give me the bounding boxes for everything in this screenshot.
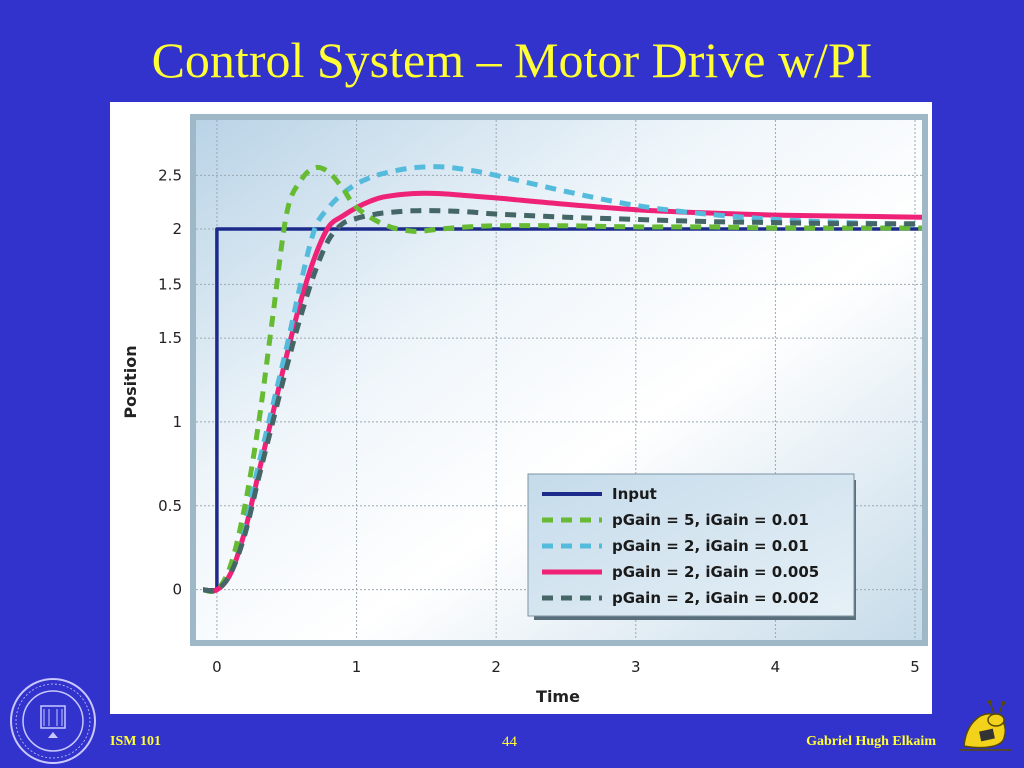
legend-label: pGain = 2, iGain = 0.005 xyxy=(612,563,819,581)
y-axis-title: Position xyxy=(121,345,140,418)
footer-author: Gabriel Hugh Elkaim xyxy=(806,734,936,749)
legend-label: Input xyxy=(612,485,657,503)
x-tick-label: 3 xyxy=(631,658,641,676)
x-tick-label: 4 xyxy=(771,658,781,676)
series-pgain5-igain001 xyxy=(202,164,922,595)
y-tick-label: 2.5 xyxy=(158,166,182,184)
y-tick-label: 1.5 xyxy=(158,329,182,347)
page-number: 44 xyxy=(502,734,517,750)
y-tick-label: 2 xyxy=(172,220,182,238)
legend-item-pgain2-igain0002: pGain = 2, iGain = 0.002 xyxy=(542,589,819,607)
x-tick-label: 1 xyxy=(352,658,362,676)
series-pgain2-igain001 xyxy=(202,164,923,594)
x-axis-title: Time xyxy=(536,687,580,706)
series-lines xyxy=(202,164,923,595)
legend-item-pgain2-igain0005: pGain = 2, iGain = 0.005 xyxy=(542,563,819,581)
banana-slug-mascot-icon xyxy=(960,700,1012,751)
y-tick-label: 0.5 xyxy=(158,497,182,515)
x-tick-label: 0 xyxy=(212,658,222,676)
legend-label: pGain = 2, iGain = 0.002 xyxy=(612,589,819,607)
y-tick-label: 0 xyxy=(172,581,182,599)
legend-item-pgain2-igain001: pGain = 2, iGain = 0.01 xyxy=(542,537,809,555)
x-tick-label: 5 xyxy=(910,658,920,676)
legend-label: pGain = 2, iGain = 0.01 xyxy=(612,537,809,555)
axis-ticks: 0 1 2 3 4 5 0 0.5 1 1.5 1.5 2 2.5 xyxy=(158,166,920,676)
legend-item-input: Input xyxy=(542,485,657,503)
legend: Input pGain = 5, iGain = 0.01 pGain = 2, i… xyxy=(527,473,856,620)
university-seal-icon xyxy=(10,678,96,764)
legend-item-pgain5-igain001: pGain = 5, iGain = 0.01 xyxy=(542,511,809,529)
y-tick-label: 1.5 xyxy=(158,275,182,293)
position-chart: 0 1 2 3 4 5 0 0.5 1 1.5 1.5 2 2.5 Time Position Inpu… xyxy=(121,114,928,706)
x-tick-label: 2 xyxy=(491,658,501,676)
series-pgain2-igain0002 xyxy=(202,208,923,594)
footer-course: ISM 101 xyxy=(110,734,161,749)
legend-label: pGain = 5, iGain = 0.01 xyxy=(612,511,809,529)
chart-panel: 0 1 2 3 4 5 0 0.5 1 1.5 1.5 2 2.5 Time Position Inpu… xyxy=(110,102,932,714)
y-tick-label: 1 xyxy=(172,413,182,431)
slide-title: Control System – Motor Drive w/PI xyxy=(151,32,873,88)
